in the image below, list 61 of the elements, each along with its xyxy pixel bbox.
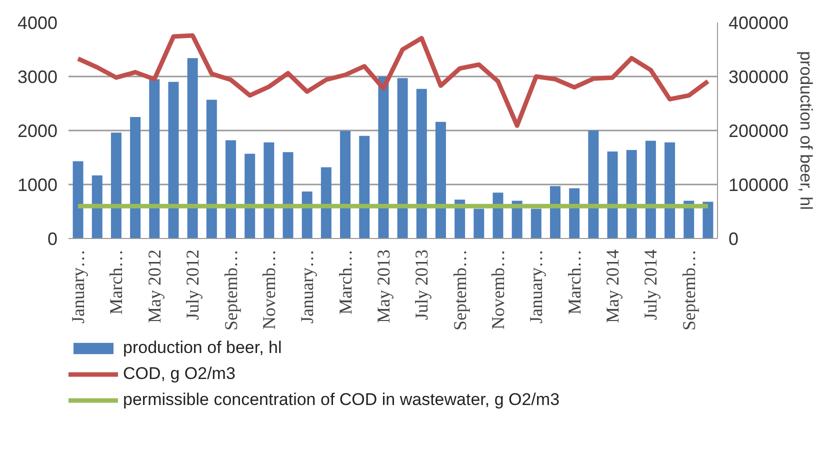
- x-tick-label: May 2013: [373, 249, 394, 323]
- line-series: [76, 33, 710, 128]
- bar: [244, 154, 256, 238]
- x-tick-label: July 2012: [182, 249, 203, 320]
- y2-tick-label: 100000: [728, 175, 789, 195]
- legend-label: permissible concentration of COD in wastewater, g O2/m3: [123, 390, 560, 410]
- x-tick-label: Novemb…: [488, 249, 508, 330]
- x-tick-label: January…: [526, 249, 546, 324]
- bar: [474, 208, 484, 238]
- legend-label: production of beer, hl: [123, 338, 282, 358]
- y2-tick-label: 200000: [728, 121, 789, 141]
- bar: [569, 188, 580, 238]
- bar: [626, 150, 637, 238]
- bar: [149, 79, 160, 238]
- bar: [226, 140, 236, 238]
- x-tick-label: July 2014: [640, 249, 661, 320]
- y-tick-label: 2000: [17, 121, 58, 141]
- x-tick-label: May 2012: [144, 249, 164, 323]
- x-tick-label: Septemb…: [678, 249, 699, 330]
- bar: [110, 132, 122, 238]
- bar: [702, 202, 714, 238]
- y2-tick-label: 0: [728, 229, 739, 249]
- bar: [168, 82, 179, 238]
- y-tick-label: 4000: [17, 13, 58, 33]
- bar: [320, 167, 332, 238]
- bar: [664, 142, 676, 238]
- y-tick-label: 1000: [17, 175, 58, 195]
- y2-axis-title: production of beer, hl: [796, 51, 816, 210]
- bar: [359, 136, 370, 238]
- bar: [92, 175, 102, 238]
- bar: [645, 140, 656, 238]
- bar: [206, 100, 217, 238]
- bar: [550, 186, 560, 238]
- x-tick-label: May 2014: [602, 249, 623, 323]
- bar: [378, 76, 389, 238]
- bar: [530, 208, 542, 238]
- bar: [397, 78, 408, 238]
- bar: [72, 161, 84, 238]
- bar: [130, 117, 141, 238]
- bar: [282, 152, 294, 238]
- bar: [435, 122, 446, 238]
- x-tick-label: March…: [335, 249, 356, 314]
- y2-tick-label: 400000: [728, 13, 789, 33]
- bar: [187, 58, 198, 238]
- legend-label: COD, g O2/m3: [123, 364, 236, 384]
- x-tick-label: Septemb…: [450, 249, 470, 330]
- x-tick-label: January…: [68, 249, 88, 324]
- y-tick-label: 3000: [17, 67, 58, 87]
- x-tick-label: July 2013: [412, 249, 432, 320]
- x-tick-label: March…: [564, 249, 584, 314]
- bar: [264, 142, 274, 238]
- y2-tick-label: 300000: [728, 67, 789, 87]
- x-tick-label: January…: [297, 249, 318, 324]
- bar: [340, 131, 351, 238]
- bar: [588, 130, 599, 238]
- x-tick-label: Septemb…: [220, 249, 241, 330]
- x-tick-label: Novemb…: [258, 249, 279, 330]
- bar: [416, 88, 427, 238]
- x-tick-label: March…: [106, 249, 126, 314]
- y-tick-label: 0: [47, 229, 58, 249]
- bar: [607, 152, 618, 238]
